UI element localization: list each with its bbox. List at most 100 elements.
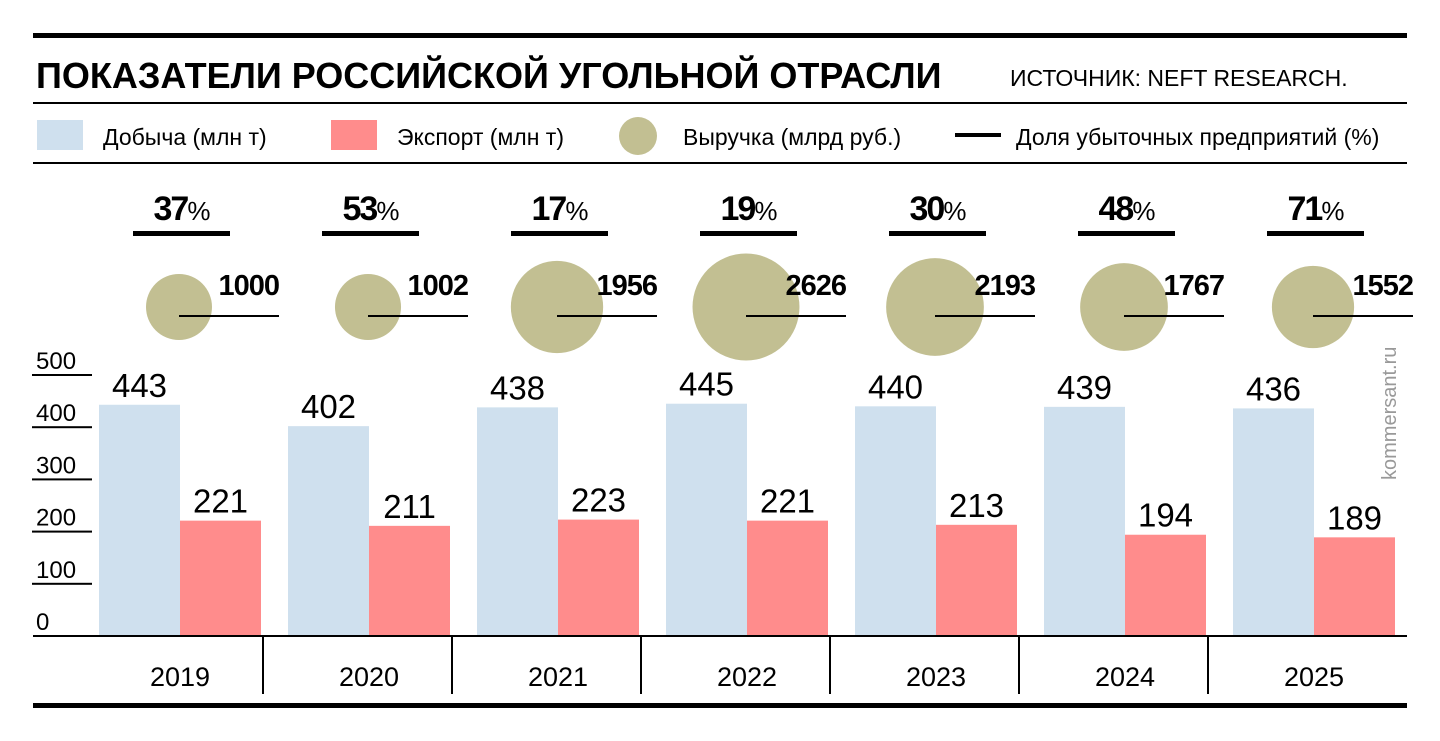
x-tick-label: 2020 [339,662,399,692]
y-tick-label: 300 [36,452,76,479]
revenue-value-label: 1002 [407,270,468,302]
y-tick-label: 400 [36,400,76,427]
y-gridline [32,530,92,533]
loss-share-label: 48% [1099,190,1156,228]
export-value-label: 189 [1327,499,1382,536]
loss-share-label: 71% [1288,190,1345,228]
x-tick-label: 2019 [150,662,210,692]
y-gridline [32,426,92,429]
revenue-leader-line [368,315,468,317]
loss-share-label: 17% [532,190,589,228]
y-gridline [32,374,92,376]
production-value-label: 439 [1057,369,1112,406]
legend-rule [33,162,1407,164]
revenue-circle [334,273,402,341]
loss-share-label: 53% [343,190,400,228]
bar-production [855,406,936,636]
revenue-value-label: 2193 [974,270,1035,302]
bar-export [1125,534,1206,636]
bar-production [288,426,369,636]
chart-title: ПОКАЗАТЕЛИ РОССИЙСКОЙ УГОЛЬНОЙ ОТРАСЛИ [36,54,942,96]
revenue-value-label: 1000 [218,270,279,302]
legend-export-swatch [331,120,377,150]
top-rule [33,33,1407,38]
legend-revenue-label: Выручка (млрд руб.) [683,124,901,150]
year-divider [1018,637,1020,694]
year-divider [1207,637,1209,694]
loss-share-underline [1267,231,1364,236]
revenue-leader-line [179,315,279,317]
y-gridline [32,582,92,585]
legend-revenue-circle [619,117,657,155]
revenue-leader-line [557,315,657,317]
production-value-label: 438 [490,369,545,406]
loss-share-label: 30% [910,190,967,228]
year-group-2022: 445 221 2022 2626 19% [640,190,848,694]
export-value-label: 221 [193,483,248,520]
x-tick-label: 2021 [528,662,588,692]
legend-loss-line [955,133,1001,137]
bar-export [1314,537,1395,636]
legend-production-label: Добыча (млн т) [103,124,267,150]
bar-export [558,519,639,636]
x-tick-label: 2024 [1095,662,1155,692]
export-value-label: 213 [949,487,1004,524]
revenue-leader-line [746,315,846,317]
export-value-label: 221 [760,483,815,520]
year-group-2023: 440 213 2023 2193 30% [829,190,1037,694]
export-value-label: 194 [1138,497,1193,534]
year-group-2020: 402 211 2020 1002 53% [262,190,469,694]
y-tick-label: 500 [36,348,76,375]
year-divider [262,637,264,694]
revenue-leader-line [935,315,1035,317]
revenue-value-label: 1767 [1163,270,1224,302]
year-divider [829,637,831,694]
loss-share-underline [889,231,986,236]
y-tick-label: 100 [36,557,76,584]
loss-share-label: 19% [721,190,778,228]
revenue-leader-line [1313,315,1413,317]
x-tick-label: 2023 [906,662,966,692]
loss-share-underline [133,231,230,236]
loss-share-label: 37% [154,190,211,228]
revenue-leader-line [1124,315,1224,317]
baseline [33,635,1407,637]
loss-share-underline [700,231,797,236]
bar-export [180,520,261,636]
export-value-label: 223 [571,482,626,519]
production-value-label: 443 [112,367,167,404]
revenue-value-label: 1552 [1352,270,1413,302]
bar-production [1044,406,1125,636]
revenue-value-label: 1956 [596,270,657,302]
export-value-label: 211 [383,488,436,525]
source-label: ИСТОЧНИК: NEFT RESEARCH. [1010,65,1348,91]
x-tick-label: 2022 [717,662,777,692]
year-group-2021: 438 223 2021 1956 17% [451,190,659,694]
year-group-2024: 439 194 2024 1767 48% [1018,190,1225,694]
year-group-2025: 436 189 2025 1552 71% [1207,190,1414,694]
revenue-circle [1080,263,1168,351]
production-value-label: 402 [301,388,356,425]
revenue-circle [692,253,800,361]
revenue-circle [886,258,984,356]
loss-share-underline [511,231,608,236]
legend: Добыча (млн т) Экспорт (млн т) Выручка (… [37,117,1379,155]
bar-production [477,407,558,636]
y-tick-label: 200 [36,505,76,532]
production-value-label: 445 [679,366,734,403]
y-gridline [32,478,92,481]
legend-export-label: Экспорт (млн т) [397,124,564,150]
bar-export [747,520,828,636]
year-divider [451,637,453,694]
revenue-circle [1271,265,1355,349]
revenue-circle [146,274,212,340]
bottom-rule [33,703,1407,708]
bar-production [666,403,747,636]
bar-production [99,404,180,636]
year-group-2019: 443 221 2019 1000 37% [99,190,280,692]
watermark: kommersant.ru [1379,347,1401,480]
bar-production [1233,408,1314,636]
title-rule [33,102,1407,104]
production-value-label: 436 [1246,370,1301,407]
